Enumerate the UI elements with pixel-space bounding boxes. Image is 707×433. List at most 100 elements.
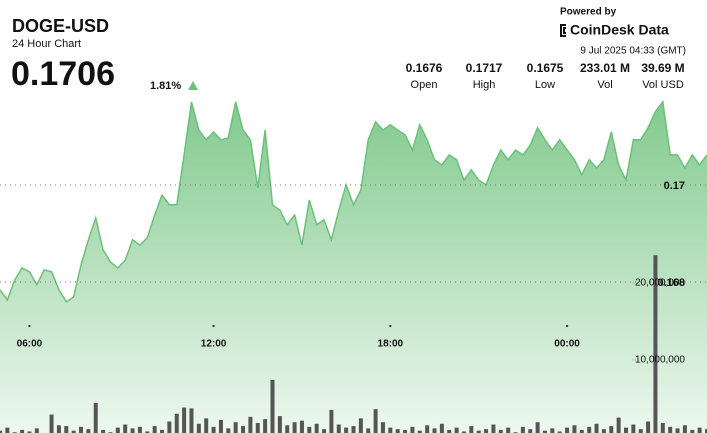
stat-value: 233.01 M <box>580 61 630 75</box>
volume-bar <box>682 425 687 433</box>
volume-bar <box>196 423 201 433</box>
y2-tick-label: 20,000,000 <box>635 278 685 289</box>
volume-bar <box>277 416 282 433</box>
volume-bar <box>675 428 680 433</box>
volume-bar <box>638 429 643 433</box>
volume-bar <box>307 426 312 433</box>
stat-label: Low <box>535 79 555 91</box>
powered-by: Powered by <box>560 7 617 18</box>
volume-bar <box>660 422 665 433</box>
volume-bar <box>506 427 511 433</box>
volume-bar <box>101 429 106 433</box>
volume-bar <box>263 419 268 433</box>
volume-bar <box>64 426 69 433</box>
volume-bar <box>653 255 658 433</box>
volume-bar <box>0 430 2 433</box>
volume-bar <box>388 427 393 433</box>
up-arrow <box>188 81 198 90</box>
stat-label: Vol <box>597 79 612 91</box>
volume-bar <box>241 426 246 433</box>
volume-bar <box>115 427 120 433</box>
price-area <box>0 101 707 433</box>
volume-bar <box>299 420 304 433</box>
volume-bar <box>292 422 297 433</box>
stat-label: Vol USD <box>642 79 684 91</box>
plot-area <box>0 100 707 433</box>
volume-bar <box>351 426 356 433</box>
volume-bar <box>550 428 555 433</box>
volume-bar <box>417 430 422 433</box>
volume-bar <box>160 429 165 433</box>
volume-bar <box>189 408 194 433</box>
volume-bar <box>145 431 150 433</box>
volume-bar <box>616 417 621 433</box>
volume-bar <box>601 429 606 433</box>
volume-bar <box>182 407 187 433</box>
volume-bar <box>520 426 525 433</box>
volume-bar <box>380 422 385 433</box>
y2-tick-label: 10,000,000 <box>635 355 685 366</box>
volume-bar <box>123 424 128 433</box>
stat-value: 39.69 M <box>641 61 684 75</box>
volume-bar <box>557 431 562 433</box>
x-tick <box>389 325 392 327</box>
overlay: DOGE-USD 24 Hour Chart 0.1706 1.81% Powe… <box>0 7 707 366</box>
volume-bar <box>174 413 179 433</box>
volume-bar <box>542 430 547 433</box>
x-tick <box>212 325 215 327</box>
x-tick-label: 18:00 <box>378 339 404 350</box>
volume-bar <box>130 428 135 433</box>
volume-bar <box>167 421 172 433</box>
volume-bar <box>565 427 570 433</box>
volume-bar <box>71 430 76 433</box>
timestamp: 9 Jul 2025 04:33 (GMT) <box>580 46 686 57</box>
stat-value: 0.1676 <box>406 61 443 75</box>
volume-bar <box>705 429 707 433</box>
volume-bar <box>491 424 496 433</box>
volume-bar <box>410 426 415 433</box>
stat-label: High <box>473 79 496 91</box>
volume-bar <box>358 418 363 433</box>
brand: CoinDesk Data <box>570 22 669 38</box>
volume-bar <box>432 428 437 433</box>
volume-bar <box>79 426 84 433</box>
volume-bar <box>93 402 98 433</box>
volume-bar <box>646 421 651 433</box>
x-tick <box>28 325 31 327</box>
volume-bar <box>403 429 408 433</box>
chart-subtitle: 24 Hour Chart <box>12 38 81 50</box>
volume-bar <box>366 428 371 433</box>
volume-bar <box>27 431 32 433</box>
brand-logo <box>560 24 566 37</box>
volume-bar <box>329 409 334 433</box>
volume-bar <box>484 429 489 433</box>
change: 1.81% <box>150 80 181 92</box>
price-line <box>0 100 707 303</box>
volume-bar <box>535 422 540 433</box>
volume-bar <box>461 431 466 433</box>
volume-bar <box>270 379 275 433</box>
volume-bar <box>34 428 39 433</box>
stat-value: 0.1675 <box>527 61 564 75</box>
x-tick-label: 12:00 <box>201 339 227 350</box>
volume-bar <box>137 426 142 433</box>
y-tick-label: 0.168 <box>657 277 685 289</box>
x-tick-label: 00:00 <box>554 339 580 350</box>
chart-title: DOGE-USD <box>12 16 109 36</box>
volume-bar <box>579 429 584 433</box>
volume-bar <box>454 427 459 433</box>
volume-bar <box>204 418 209 433</box>
volume-bar <box>395 429 400 433</box>
volume-bar <box>668 426 673 433</box>
volume-bar <box>572 425 577 433</box>
x-tick-label: 06:00 <box>17 339 43 350</box>
volume-bar <box>697 427 702 433</box>
volume-bar <box>5 427 10 433</box>
volume-bar <box>344 427 349 433</box>
volume-bar <box>322 429 327 433</box>
y-tick-label: 0.17 <box>664 180 685 192</box>
volume-bar <box>690 429 695 433</box>
volume-bar <box>631 424 636 433</box>
